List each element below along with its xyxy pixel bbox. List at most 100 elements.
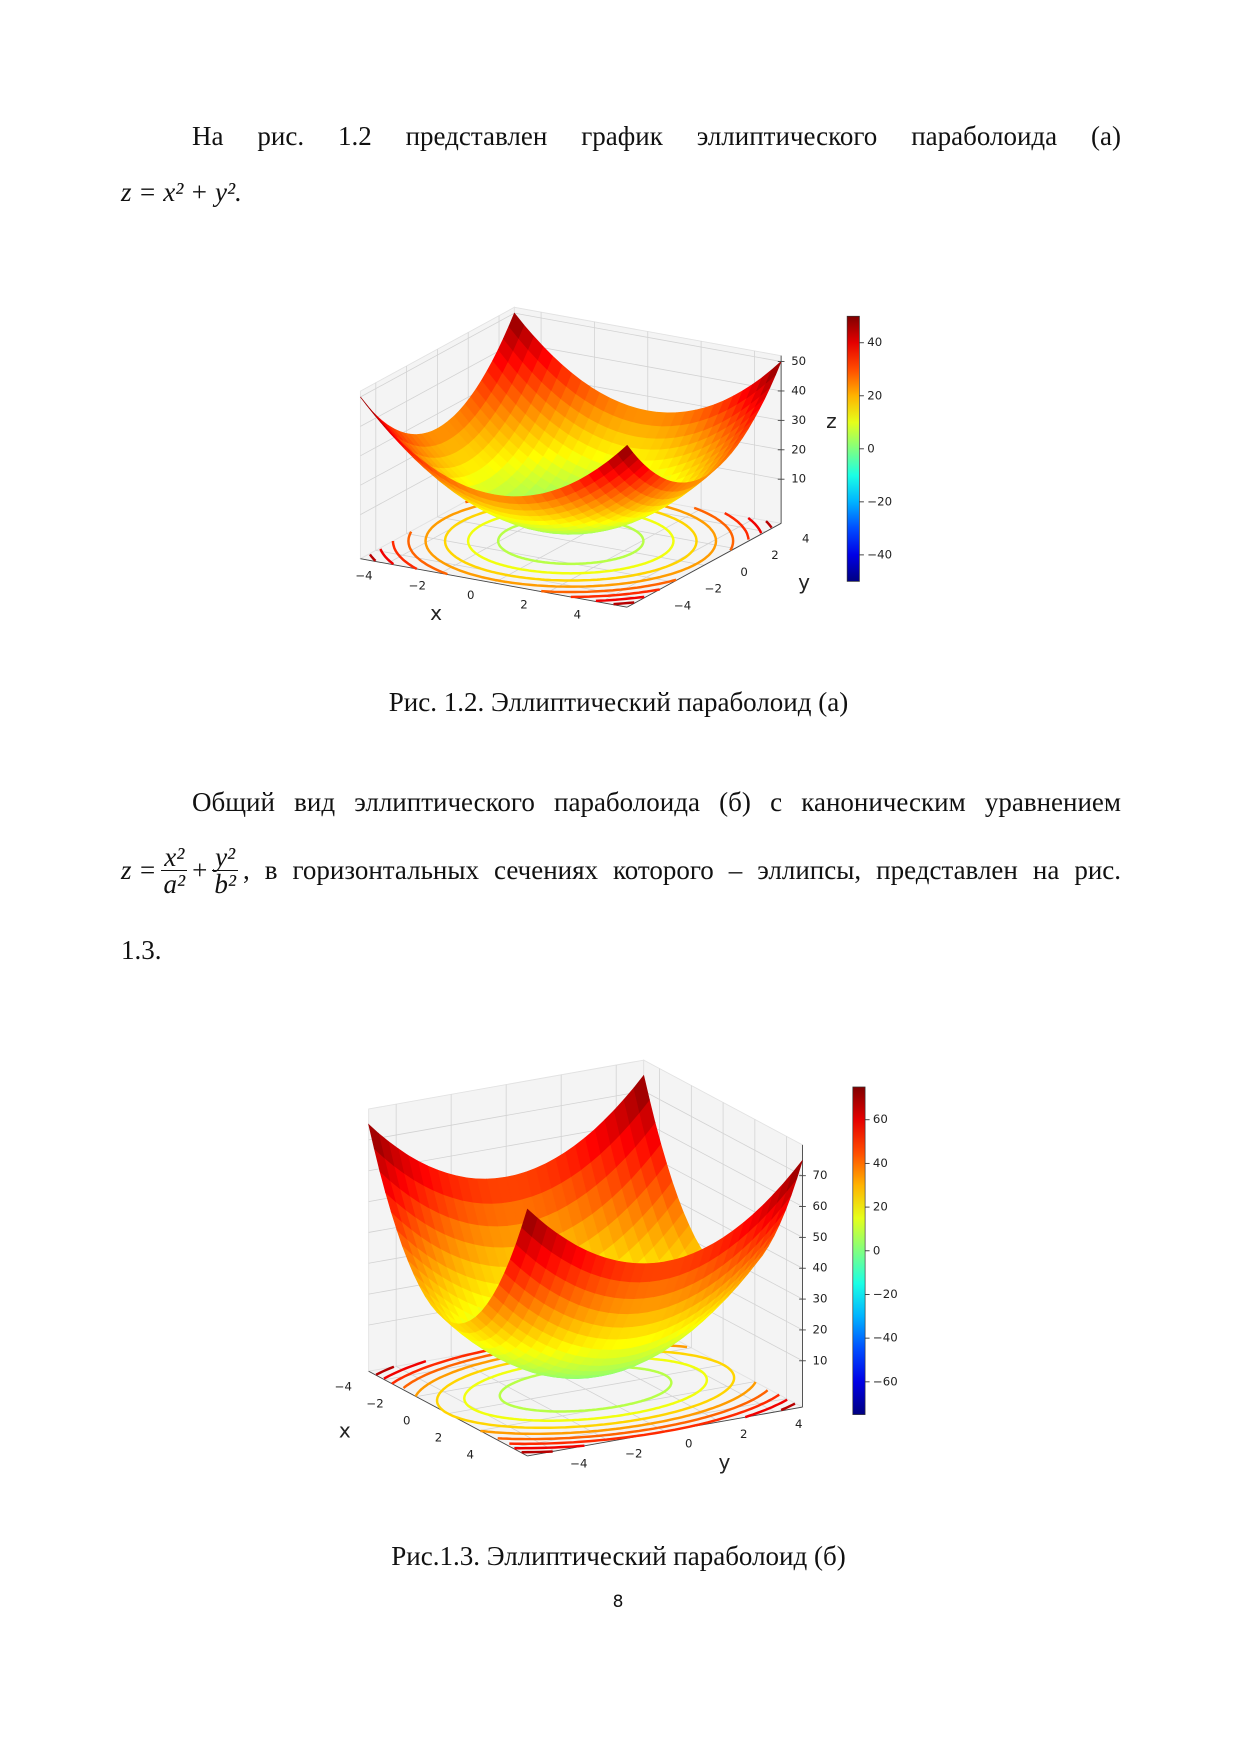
z-tick-label: 20 (813, 1322, 828, 1336)
grid-line (360, 312, 515, 398)
colorbar-tick-label: 60 (873, 1112, 888, 1126)
contour (383, 1359, 427, 1380)
z-tick-label: 70 (813, 1168, 828, 1182)
surface-patch (521, 1208, 538, 1237)
contour (747, 517, 763, 534)
paragraph-text: На рис. 1.2 представлен график эллиптиче… (192, 121, 1121, 151)
x-tick-label: 4 (467, 1447, 474, 1461)
y-tick-label: 4 (795, 1417, 802, 1431)
contour (664, 1393, 780, 1433)
numerator: x² (161, 844, 188, 871)
z-tick-label: 20 (791, 442, 806, 456)
colorbar-tick-label: −60 (873, 1374, 898, 1388)
colorbar-tick-label: 0 (867, 441, 874, 455)
paragraph-text: Общий вид эллиптического параболоида (б)… (192, 787, 1121, 817)
contour (613, 601, 635, 606)
z-tick-label: 50 (791, 354, 806, 368)
z-tick-label: 40 (813, 1261, 828, 1275)
x-tick-label: −4 (355, 569, 372, 583)
x-tick-label: 2 (435, 1430, 442, 1444)
y-tick-label: 0 (740, 565, 747, 579)
grid-line (360, 342, 515, 427)
fraction: x² a² (160, 844, 188, 899)
y-axis-line (626, 522, 782, 608)
formula-operator: + (192, 855, 208, 885)
y-tick-label: 0 (685, 1437, 692, 1451)
y-tick-label: −4 (570, 1456, 587, 1470)
y-tick-label: 2 (740, 1427, 747, 1441)
colorbar-tick-label: 0 (873, 1243, 880, 1257)
y-axis-label: y (719, 1450, 731, 1474)
contour (509, 1430, 666, 1446)
z-tick-label: 30 (791, 413, 806, 427)
y-tick-label: −4 (674, 599, 691, 613)
formula-line: z = x² a² + y² b² , в горизонтальных сеч… (121, 844, 1121, 899)
contour (724, 511, 750, 540)
contour (780, 1402, 796, 1412)
colorbar-tick-label: 40 (873, 1156, 888, 1170)
z-tick-label: 40 (791, 383, 806, 397)
grid-line (395, 1366, 556, 1452)
denominator: a² (163, 869, 186, 899)
colorbar (852, 1086, 866, 1415)
paragraph-text: , в горизонтальных сечениях которого – э… (242, 855, 1121, 885)
formula: z = x² + y². (121, 177, 242, 207)
x-tick-label: 0 (403, 1413, 410, 1427)
contour (368, 553, 377, 562)
x-axis-line (360, 558, 628, 608)
figure-plot: −4−2024−4−202410203040506070xy−60−40−200… (335, 1059, 898, 1474)
contour (407, 531, 448, 576)
grid-line (368, 1090, 644, 1141)
contour (744, 1398, 788, 1419)
contour (424, 494, 718, 588)
surface-patch (508, 312, 525, 339)
contour (570, 588, 660, 599)
z-tick-label: 60 (813, 1199, 828, 1213)
numerator: y² (212, 844, 239, 871)
contour (496, 516, 645, 566)
contour (541, 578, 677, 594)
contour (379, 548, 395, 566)
contour (497, 1426, 659, 1441)
contour (480, 1422, 651, 1436)
grid-line (514, 342, 782, 392)
colorbar-tick-label: −20 (867, 494, 892, 508)
fraction: y² b² (211, 844, 239, 898)
grid-line (643, 1090, 803, 1177)
paragraph-text: 1.3. (121, 935, 162, 965)
surface-patch (617, 444, 634, 462)
contour (650, 1381, 757, 1425)
z-tick-label: 50 (813, 1230, 828, 1244)
grid-line (406, 533, 674, 583)
y-tick-label: 2 (771, 548, 778, 562)
contour (514, 1444, 585, 1450)
colorbar-tick-label: −40 (867, 547, 892, 561)
x-tick-label: 2 (520, 598, 527, 612)
contour (595, 595, 645, 603)
x-tick-label: −4 (335, 1380, 352, 1394)
z-tick-label: 10 (791, 472, 806, 486)
z-tick-label: 30 (813, 1292, 828, 1306)
x-tick-label: −2 (409, 578, 426, 592)
figure-caption: Рис.1.3. Эллиптический параболоид (б) (391, 1541, 846, 1571)
contour (443, 500, 698, 582)
z-tick-label: 10 (813, 1353, 828, 1367)
colorbar (846, 315, 860, 582)
contour (693, 506, 735, 551)
contour (466, 507, 675, 575)
y-tick-label: −2 (705, 582, 722, 596)
surface-patch (633, 1074, 650, 1113)
x-axis-label: x (430, 601, 442, 625)
grid-line (514, 312, 782, 362)
contour (391, 541, 418, 571)
colorbar-tick-label: −40 (873, 1331, 898, 1345)
surface-patch (360, 396, 376, 417)
x-tick-label: 4 (574, 607, 581, 621)
x-tick-label: −2 (366, 1397, 383, 1411)
colorbar-tick-label: −20 (873, 1287, 898, 1301)
x-axis-label: x (339, 1418, 351, 1442)
colorbar-tick-label: 40 (867, 335, 882, 349)
surface-patch (368, 1123, 385, 1159)
